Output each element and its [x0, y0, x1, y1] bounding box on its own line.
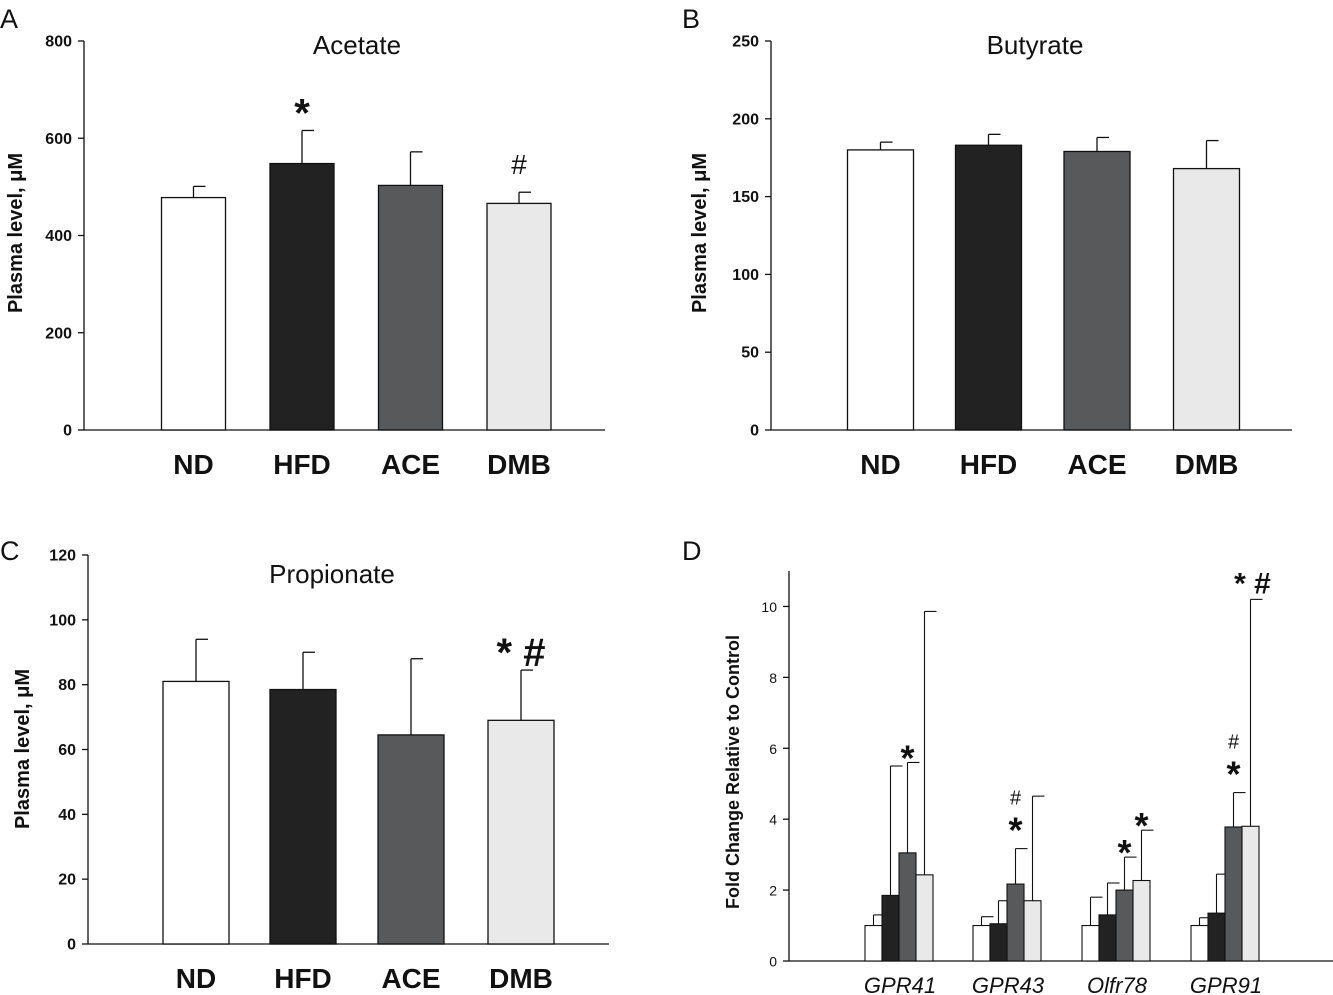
- bar-d-gpr41-1: [881, 894, 900, 962]
- y-tick-label-a: 600: [45, 131, 72, 148]
- y-tick-label-b: 0: [750, 423, 759, 440]
- category-label-c: HFD: [274, 963, 332, 994]
- panel-letter-a: A: [0, 4, 18, 34]
- significance-marker-a: #: [511, 149, 527, 180]
- y-tick-label-c: 40: [58, 807, 76, 824]
- y-tick-label-a: 0: [63, 423, 72, 440]
- category-label-c: DMB: [489, 963, 553, 994]
- y-tick-label-b: 100: [732, 267, 759, 284]
- category-label-b: ND: [860, 449, 900, 480]
- significance-star-d: *: [1226, 754, 1240, 795]
- y-tick-label-c: 0: [67, 937, 76, 954]
- chart-panel-d: Fold Change Relative to Control 0 2 4 6 8 10 G…: [723, 567, 1333, 995]
- category-label-a: DMB: [487, 449, 551, 480]
- y-tick-label-a: 200: [45, 325, 72, 342]
- y-tick-label-c: 120: [49, 548, 76, 565]
- bar-a-dmb: [486, 202, 552, 431]
- bar-c-dmb: [487, 719, 555, 945]
- bar-d-gpr91-2: [1224, 826, 1243, 962]
- category-label-b: HFD: [960, 449, 1018, 480]
- y-tick-label-c: 80: [58, 677, 76, 694]
- significance-marker-d: *: [1117, 832, 1131, 873]
- bar-c-hfd: [269, 688, 337, 945]
- bar-b-nd: [846, 149, 915, 431]
- chart-marks-b: 0 50 100 150 200 250 ND HFD ACE DMB: [732, 34, 1292, 480]
- chart-panel-c: Propionate Plasma level, μM 0 20 40 60 80 100…: [12, 548, 609, 994]
- bar-d-gpr41-3: [915, 874, 934, 962]
- category-label-a: ND: [173, 449, 213, 480]
- significance-marker-d: * #: [1234, 567, 1271, 600]
- bar-d-gpr91-3: [1241, 825, 1260, 962]
- significance-hash-d: #: [1228, 732, 1240, 754]
- category-label-d: GPR91: [1190, 973, 1262, 995]
- bar-d-gpr43-1: [989, 923, 1008, 962]
- chart-title-b: Butyrate: [987, 30, 1084, 60]
- category-label-a: HFD: [273, 449, 331, 480]
- significance-marker-d: *: [1134, 805, 1148, 846]
- bar-d-gpr41-2: [898, 852, 917, 962]
- chart-panel-b: Butyrate Plasma level, μM 0 50 100 150 200 25…: [689, 30, 1292, 480]
- chart-title-c: Propionate: [269, 559, 395, 589]
- category-label-d: Olfr78: [1087, 973, 1148, 995]
- y-axis-label-a: Plasma level, μM: [5, 153, 27, 313]
- category-label-d: GPR41: [864, 973, 936, 995]
- y-axis-label-c: Plasma level, μM: [12, 669, 34, 829]
- bar-b-hfd: [954, 144, 1023, 431]
- panel-letter-c: C: [0, 536, 20, 566]
- bar-d-olfr78-2: [1115, 889, 1134, 962]
- category-label-b: ACE: [1067, 449, 1126, 480]
- category-label-c: ACE: [381, 963, 440, 994]
- bar-a-nd: [160, 196, 227, 431]
- chart-marks-d: 0246810GPR41GPR43Olfr78GPR91*#**#**#**#*…: [761, 567, 1333, 995]
- y-tick-label-c: 100: [49, 612, 76, 629]
- category-label-d: GPR43: [972, 973, 1045, 995]
- y-tick-label-d: 8: [769, 670, 777, 686]
- bar-a-hfd: [269, 162, 335, 431]
- bar-d-gpr41-0: [864, 924, 883, 962]
- bar-b-ace: [1063, 150, 1131, 431]
- y-axis-label-b: Plasma level, μM: [689, 153, 711, 313]
- bar-d-olfr78-3: [1132, 879, 1151, 962]
- y-tick-label-b: 250: [732, 34, 759, 51]
- significance-hash-d: #: [1010, 788, 1022, 810]
- y-tick-label-a: 400: [45, 228, 72, 245]
- y-tick-label-d: 4: [769, 812, 777, 828]
- bar-c-nd: [162, 680, 230, 945]
- y-tick-label-b: 150: [732, 189, 759, 206]
- chart-marks-c: 0 20 40 60 80 100 120 ND HFD ACE DMB * #: [49, 548, 609, 994]
- y-tick-label-d: 0: [769, 954, 777, 970]
- y-tick-label-d: 10: [761, 599, 777, 615]
- panel-letter-d: D: [682, 536, 702, 566]
- bar-d-gpr43-0: [972, 924, 991, 962]
- y-tick-label-b: 50: [741, 345, 759, 362]
- bar-c-ace: [377, 734, 445, 945]
- y-tick-label-b: 200: [732, 111, 759, 128]
- chart-title-a: Acetate: [313, 30, 401, 60]
- bar-a-ace: [377, 184, 444, 431]
- bar-d-gpr91-0: [1190, 924, 1209, 962]
- y-tick-label-d: 6: [769, 741, 777, 757]
- significance-marker-d: *: [900, 737, 914, 778]
- significance-marker-c: * #: [497, 631, 546, 675]
- bar-d-olfr78-1: [1098, 914, 1117, 962]
- y-tick-label-a: 800: [45, 34, 72, 51]
- bar-d-olfr78-0: [1081, 924, 1100, 962]
- chart-panel-a: Acetate Plasma level, μM 0 200 400 600 800 ND…: [5, 30, 605, 480]
- y-tick-label-c: 60: [58, 742, 76, 759]
- bar-d-gpr43-3: [1023, 900, 1042, 962]
- significance-star-d: *: [1008, 810, 1022, 851]
- significance-marker-a: *: [294, 91, 310, 135]
- chart-marks-a: 0 200 400 600 800 ND HFD ACE DMB * #: [45, 34, 605, 480]
- category-label-a: ACE: [381, 449, 440, 480]
- y-tick-label-c: 20: [58, 872, 76, 889]
- bar-d-gpr91-1: [1207, 912, 1226, 962]
- y-tick-label-d: 2: [769, 883, 777, 899]
- bar-b-dmb: [1172, 167, 1241, 431]
- bar-d-gpr43-2: [1006, 883, 1025, 962]
- y-axis-label-d: Fold Change Relative to Control: [723, 635, 743, 909]
- panel-letter-b: B: [682, 4, 700, 34]
- category-label-c: ND: [176, 963, 216, 994]
- category-label-b: DMB: [1175, 449, 1239, 480]
